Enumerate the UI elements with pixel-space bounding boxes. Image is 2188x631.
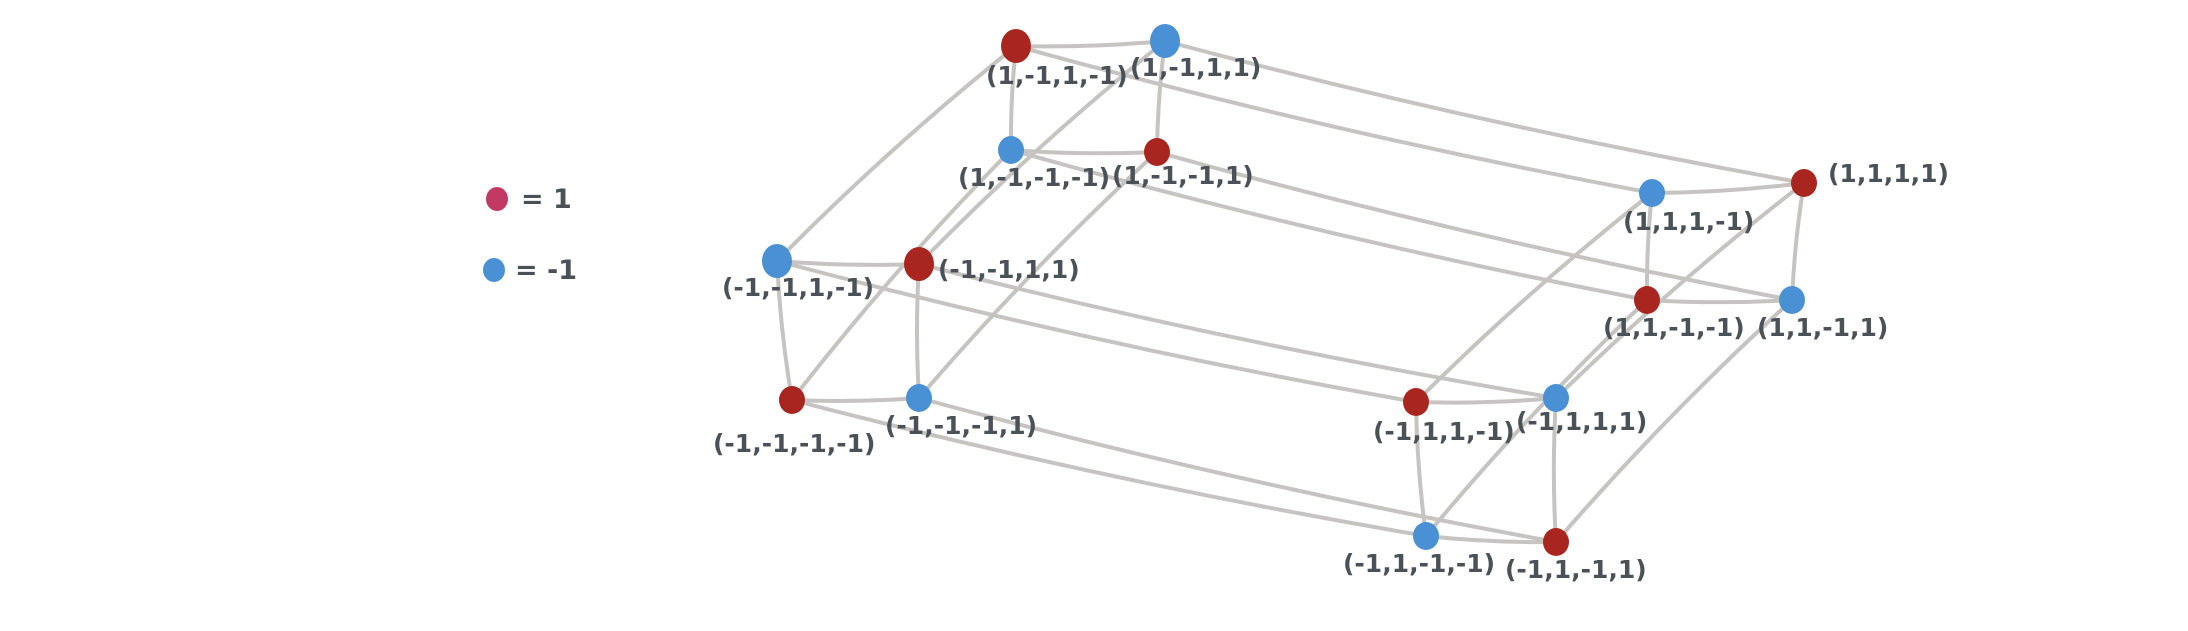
vertices-layer (762, 24, 1817, 556)
edges-layer (775, 39, 1806, 545)
edge-C-K (1009, 148, 1649, 302)
vertex-M (1403, 388, 1429, 416)
vertex-H (906, 384, 932, 412)
edge-N-P (1551, 396, 1558, 544)
vertex-C (998, 136, 1024, 164)
edge-D-L (1155, 150, 1794, 302)
vertex-N (1543, 384, 1569, 412)
edge-G-H (790, 396, 921, 404)
vertex-label-I: (1,1,1,-1) (1623, 207, 1754, 236)
edge-A-I (1014, 44, 1654, 195)
vertex-label-N: (-1,1,1,1) (1516, 407, 1647, 436)
vertex-label-M: (-1,1,1,-1) (1373, 417, 1515, 446)
vertex-label-B: (1,-1,1,1) (1130, 53, 1261, 82)
edge-M-O (1414, 400, 1428, 538)
edge-C-G (790, 148, 1013, 402)
vertex-G (779, 386, 805, 414)
edge-F-H (914, 262, 921, 400)
vertex-label-D: (1,-1,-1,1) (1112, 161, 1254, 190)
edge-D-H (917, 150, 1159, 400)
legend-negative-label: = -1 (515, 255, 577, 286)
legend-positive-label: = 1 (521, 184, 572, 215)
vertex-label-F: (-1,-1,1,1) (938, 255, 1080, 284)
edge-C-D (1009, 148, 1159, 156)
edge-G-O (790, 398, 1428, 538)
vertex-D (1144, 138, 1170, 166)
vertex-label-C: (1,-1,-1,-1) (958, 163, 1110, 192)
edge-B-F (917, 39, 1167, 266)
vertex-P (1543, 528, 1569, 556)
legend-negative-dot (483, 258, 505, 282)
edge-L-P (1554, 298, 1794, 544)
vertex-L (1779, 286, 1805, 314)
labels-layer: (1,-1,1,-1) (1,-1,1,1) (1,-1,-1,-1) (1,-1,-… (713, 53, 1949, 584)
vertex-label-J: (1,1,1,1) (1828, 159, 1949, 188)
edge-K-O (1424, 298, 1649, 538)
edge-A-B (1014, 39, 1167, 49)
vertex-label-P: (-1,1,-1,1) (1505, 555, 1647, 584)
vertex-label-H: (-1,-1,-1,1) (885, 411, 1037, 440)
vertex-I (1639, 179, 1665, 207)
edge-J-L (1790, 181, 1806, 302)
vertex-label-K: (1,1,-1,-1) (1603, 313, 1745, 342)
edge-K-L (1645, 298, 1794, 305)
vertex-F (904, 247, 934, 281)
vertex-E (762, 244, 792, 278)
vertex-J (1791, 169, 1817, 197)
edge-H-P (917, 396, 1558, 544)
edge-I-M (1414, 191, 1654, 404)
edge-M-N (1414, 396, 1558, 405)
vertex-K (1634, 286, 1660, 314)
vertex-O (1413, 522, 1439, 550)
vertex-label-O: (-1,1,-1,-1) (1343, 549, 1495, 578)
vertex-label-G: (-1,-1,-1,-1) (713, 429, 875, 458)
vertex-B (1150, 24, 1180, 58)
edge-B-J (1163, 39, 1806, 185)
legend-positive-dot (486, 187, 508, 211)
edge-E-M (775, 259, 1418, 404)
edge-O-P (1424, 534, 1558, 545)
edge-E-F (775, 259, 921, 267)
vertex-label-E: (-1,-1,1,-1) (722, 273, 874, 302)
vertex-label-A: (1,-1,1,-1) (986, 61, 1128, 90)
vertex-A (1001, 29, 1031, 63)
edge-F-N (917, 262, 1558, 400)
edge-I-J (1650, 181, 1806, 195)
vertex-label-L: (1,1,-1,1) (1757, 313, 1888, 342)
legend: = 1 = -1 (483, 184, 577, 286)
edge-A-E (775, 44, 1018, 263)
edge-J-N (1554, 181, 1806, 400)
